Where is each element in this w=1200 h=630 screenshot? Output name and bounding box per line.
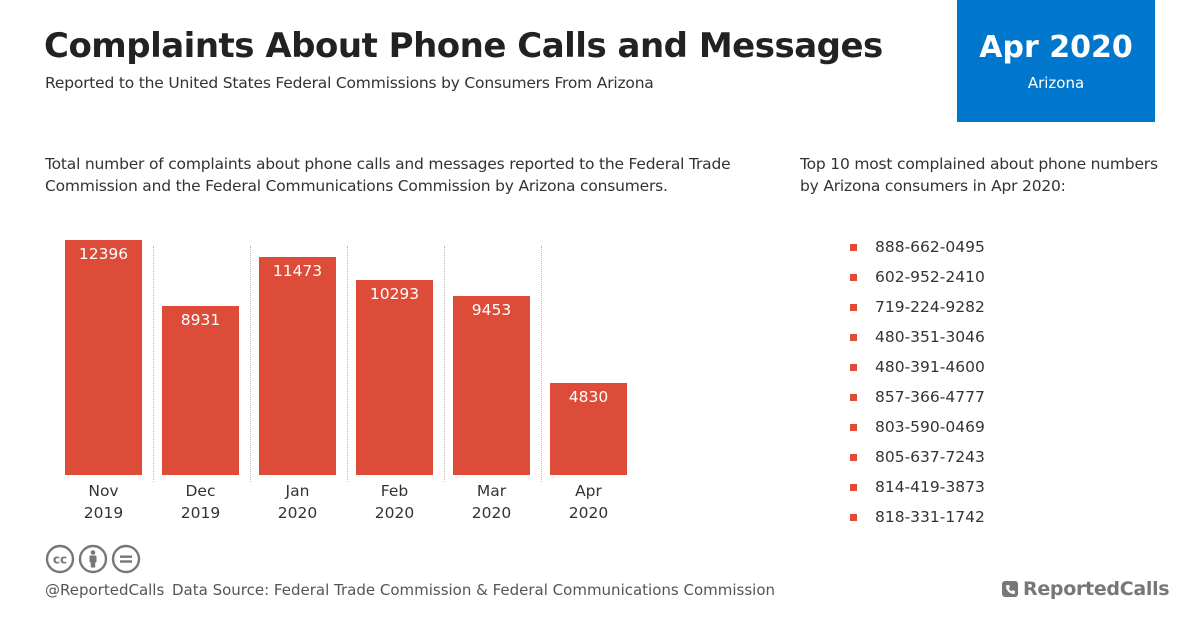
brand-logo[interactable]: ReportedCalls (1002, 578, 1170, 600)
bullet-icon (850, 423, 857, 431)
page-subtitle: Reported to the United States Federal Co… (45, 74, 654, 92)
badge-state: Arizona (1027, 74, 1085, 92)
bar-value: 12396 (78, 245, 129, 263)
top-numbers-heading: Top 10 most complained about phone numbe… (800, 155, 1158, 195)
bullet-icon (850, 303, 857, 311)
phone-number[interactable]: 818-331-1742 (875, 508, 985, 526)
list-item[interactable]: 719-224-9282 (850, 292, 985, 322)
bullet-icon (850, 243, 857, 251)
list-item[interactable]: 814-419-3873 (850, 472, 985, 502)
x-label-month: Nov (88, 482, 119, 500)
x-axis-label: Nov 2019 (55, 480, 152, 524)
x-label-month: Feb (380, 482, 409, 500)
bar-apr-2020: 4830 (550, 383, 627, 475)
list-item[interactable]: 857-366-4777 (850, 382, 985, 412)
list-item[interactable]: 805-637-7243 (850, 442, 985, 472)
bullet-icon (850, 273, 857, 281)
list-item[interactable]: 480-351-3046 (850, 322, 985, 352)
attribution-icon (78, 544, 108, 574)
data-source: Data Source: Federal Trade Commission & … (172, 581, 776, 599)
x-label-month: Jan (285, 482, 310, 500)
phone-number[interactable]: 814-419-3873 (875, 478, 985, 496)
x-label-year: 2019 (83, 504, 124, 522)
list-item[interactable]: 803-590-0469 (850, 412, 985, 442)
chart-description: Total number of complaints about phone c… (45, 155, 731, 195)
list-item[interactable]: 480-391-4600 (850, 352, 985, 382)
brand-name: ReportedCalls (1023, 578, 1170, 600)
x-label-year: 2020 (374, 504, 415, 522)
x-axis-label: Feb 2020 (346, 480, 443, 524)
bullet-icon (850, 483, 857, 491)
svg-text:cc: cc (53, 553, 67, 567)
phone-number[interactable]: 719-224-9282 (875, 298, 985, 316)
x-label-month: Dec (185, 482, 216, 500)
x-axis-label: Mar 2020 (443, 480, 540, 524)
phone-number[interactable]: 805-637-7243 (875, 448, 985, 466)
bullet-icon (850, 363, 857, 371)
gridline (444, 246, 445, 482)
bullet-icon (850, 513, 857, 521)
list-item[interactable]: 818-331-1742 (850, 502, 985, 532)
phone-number[interactable]: 803-590-0469 (875, 418, 985, 436)
x-axis-label: Apr 2020 (540, 480, 637, 524)
period-badge: Apr 2020 Arizona (957, 0, 1155, 122)
bar-value: 11473 (272, 262, 323, 280)
x-axis-label: Dec 2019 (152, 480, 249, 524)
gridline (347, 246, 348, 482)
bar-chart: 12396 8931 11473 10293 9453 4830 Nov 201… (57, 240, 647, 530)
phone-number[interactable]: 480-351-3046 (875, 328, 985, 346)
page-title: Complaints About Phone Calls and Message… (44, 26, 883, 66)
x-axis-label: Jan 2020 (249, 480, 346, 524)
phone-number[interactable]: 888-662-0495 (875, 238, 985, 256)
twitter-handle[interactable]: @ReportedCalls (45, 581, 165, 599)
bar-nov-2019: 12396 (65, 240, 142, 475)
bullet-icon (850, 333, 857, 341)
x-label-month: Mar (476, 482, 507, 500)
badge-period: Apr 2020 (979, 30, 1133, 65)
x-label-month: Apr (575, 482, 602, 500)
bar-value: 9453 (471, 301, 512, 319)
gridline (153, 246, 154, 482)
gridline (541, 246, 542, 482)
top-numbers-list: 888-662-0495 602-952-2410 719-224-9282 4… (850, 232, 985, 532)
x-label-year: 2019 (180, 504, 221, 522)
cc-icon: cc (45, 544, 75, 574)
bullet-icon (850, 393, 857, 401)
bar-mar-2020: 9453 (453, 296, 530, 475)
bar-value: 4830 (568, 388, 609, 406)
license-icons[interactable]: cc (45, 544, 141, 574)
list-item[interactable]: 602-952-2410 (850, 262, 985, 292)
bar-value: 10293 (369, 285, 420, 303)
phone-icon (1002, 581, 1018, 597)
list-item[interactable]: 888-662-0495 (850, 232, 985, 262)
bar-jan-2020: 11473 (259, 257, 336, 475)
bar-value: 8931 (180, 311, 221, 329)
phone-number[interactable]: 857-366-4777 (875, 388, 985, 406)
bar-feb-2020: 10293 (356, 280, 433, 475)
x-label-year: 2020 (568, 504, 609, 522)
no-derivatives-icon (111, 544, 141, 574)
phone-number[interactable]: 480-391-4600 (875, 358, 985, 376)
x-label-year: 2020 (471, 504, 512, 522)
gridline (250, 246, 251, 482)
bullet-icon (850, 453, 857, 461)
bar-dec-2019: 8931 (162, 306, 239, 475)
phone-number[interactable]: 602-952-2410 (875, 268, 985, 286)
x-label-year: 2020 (277, 504, 318, 522)
